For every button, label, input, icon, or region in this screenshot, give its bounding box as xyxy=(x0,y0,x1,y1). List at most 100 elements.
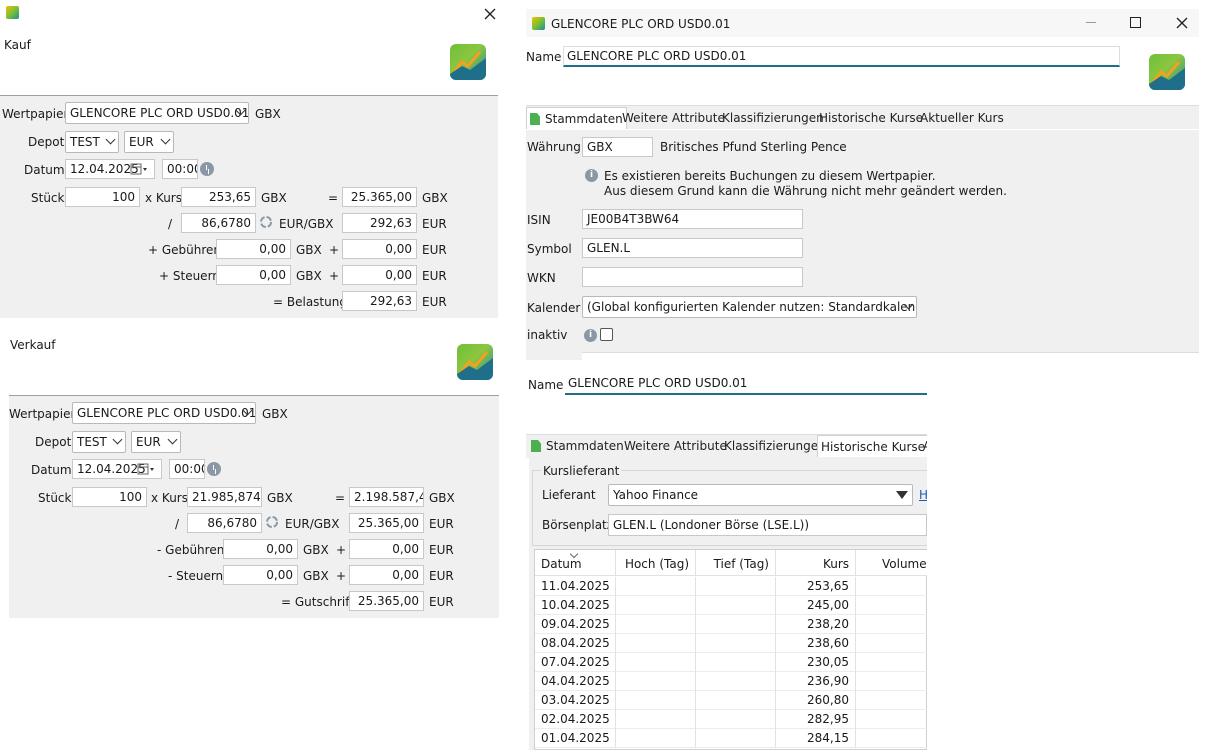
time-input[interactable]: 00:00 xyxy=(169,459,205,479)
result-field[interactable]: 25.365,00 xyxy=(349,591,424,611)
boersenplatz-input[interactable]: GLEN.L (Londoner Börse (LSE.L)) xyxy=(608,514,927,536)
column-header-hoch[interactable]: Hoch (Tag) xyxy=(616,550,696,576)
total-eur-field[interactable]: 25.365,00 xyxy=(349,513,424,533)
stueck-input[interactable]: 100 xyxy=(72,487,147,507)
table-row[interactable]: 03.04.2025 260,80 xyxy=(535,691,927,710)
isin-input[interactable]: JE00B4T3BW64 xyxy=(582,209,803,229)
column-header-datum[interactable]: Datum xyxy=(535,550,616,576)
table-row[interactable]: 10.04.2025 245,00 xyxy=(535,596,927,615)
table-row[interactable]: 09.04.2025 238,20 xyxy=(535,615,927,634)
tax-eur-input[interactable]: 0,00 xyxy=(349,565,424,585)
tax-eur-input[interactable]: 0,00 xyxy=(342,265,417,285)
calendar-icon[interactable] xyxy=(137,461,155,477)
kalender-select[interactable]: (Global konfigurierten Kalender nutzen: … xyxy=(582,296,917,318)
total-eur-value: 292,63 xyxy=(370,216,412,230)
name-input[interactable]: GLENCORE PLC ORD USD0.01 xyxy=(563,46,1120,67)
result-field[interactable]: 292,63 xyxy=(342,291,417,311)
tax-value: 0,00 xyxy=(266,568,293,582)
stueck-value: 100 xyxy=(119,490,142,504)
symbol-input[interactable]: GLEN.L xyxy=(582,238,803,258)
wertpapier-select[interactable]: GLENCORE PLC ORD USD0.01 xyxy=(65,102,249,124)
stueck-input[interactable]: 100 xyxy=(65,187,140,207)
column-header-kurs[interactable]: Kurs xyxy=(776,550,856,576)
fees-input[interactable]: 0,00 xyxy=(223,539,298,559)
wertpapier-label: Wertpapier xyxy=(9,407,76,421)
wertpapier-select[interactable]: GLENCORE PLC ORD USD0.01 xyxy=(72,402,256,424)
cell-volumen xyxy=(856,596,927,615)
table-row[interactable]: 07.04.2025 230,05 xyxy=(535,653,927,672)
tax-input[interactable]: 0,00 xyxy=(216,265,291,285)
table-row[interactable]: 04.04.2025 236,90 xyxy=(535,672,927,691)
lieferant-select[interactable]: Yahoo Finance xyxy=(608,484,913,506)
fx-rate-input[interactable]: 86,6780 xyxy=(187,513,262,533)
depot-select[interactable]: TEST xyxy=(65,131,119,153)
table-row[interactable]: 11.04.2025 253,65 xyxy=(535,577,927,596)
column-header-tief[interactable]: Tief (Tag) xyxy=(696,550,776,576)
depot-currency-select[interactable]: EUR xyxy=(131,431,181,453)
kauf-title: Kauf xyxy=(4,38,31,52)
calendar-icon[interactable] xyxy=(130,161,148,177)
tab-stammdaten[interactable]: Stammdaten xyxy=(526,107,627,129)
fx-rate-value: 86,6780 xyxy=(201,216,251,230)
table-row[interactable]: 08.04.2025 238,60 xyxy=(535,634,927,653)
help-link[interactable]: H xyxy=(919,488,927,502)
clock-icon[interactable] xyxy=(207,462,221,476)
inaktiv-label: inaktiv xyxy=(527,328,568,342)
fees-input[interactable]: 0,00 xyxy=(216,239,291,259)
cell-volumen xyxy=(856,672,927,691)
depot-currency-select[interactable]: EUR xyxy=(124,131,174,153)
name-input[interactable]: GLENCORE PLC ORD USD0.01 xyxy=(565,374,927,395)
tab-label: Historische Kurse xyxy=(821,440,926,454)
cell-hoch xyxy=(616,634,696,653)
inaktiv-checkbox[interactable] xyxy=(600,328,613,341)
name-value: GLENCORE PLC ORD USD0.01 xyxy=(567,49,747,63)
tab-more[interactable]: A xyxy=(920,435,927,457)
tax-input[interactable]: 0,00 xyxy=(223,565,298,585)
tab-weitere-attribute[interactable]: Weitere Attribute xyxy=(621,435,730,457)
tab-aktueller-kurs[interactable]: Aktueller Kurs xyxy=(917,107,1007,129)
fx-rate-input[interactable]: 86,6780 xyxy=(181,213,256,233)
clock-icon[interactable] xyxy=(200,162,214,176)
close-icon[interactable] xyxy=(482,6,498,22)
time-input[interactable]: 00:00 xyxy=(162,159,198,179)
waehrung-label: Währung xyxy=(527,140,581,154)
maximize-icon[interactable] xyxy=(1130,17,1141,28)
tax-eur-value: 0,00 xyxy=(385,268,412,282)
cell-kurs: 282,95 xyxy=(776,710,856,729)
table-row[interactable]: 01.04.2025 284,15 xyxy=(535,729,927,748)
tab-historische-kurse[interactable]: Historische Kurse xyxy=(816,107,926,129)
fees-value: 0,00 xyxy=(259,242,286,256)
cell-hoch xyxy=(616,691,696,710)
column-header-volumen[interactable]: Volumen xyxy=(856,550,927,576)
kurs-input[interactable]: 253,65 xyxy=(181,187,256,207)
total-gbx-field[interactable]: 2.198.587,47 xyxy=(349,487,424,507)
info-line-1: Es existieren bereits Buchungen zu diese… xyxy=(604,169,936,183)
minimize-icon[interactable] xyxy=(1086,22,1096,23)
verkauf-title: Verkauf xyxy=(10,338,56,352)
depot-currency-value: EUR xyxy=(129,135,154,149)
total-eur-field[interactable]: 292,63 xyxy=(342,213,417,233)
tab-historische-kurse[interactable]: Historische Kurse xyxy=(817,435,927,457)
tab-stammdaten[interactable]: Stammdaten xyxy=(528,435,627,457)
close-icon[interactable] xyxy=(1174,15,1190,31)
tab-klassifizierungen[interactable]: Klassifizierungen xyxy=(719,107,827,129)
divide-sign: / xyxy=(175,517,180,531)
total-gbx-currency: GBX xyxy=(422,191,448,205)
refresh-icon[interactable] xyxy=(265,515,279,529)
kurs-input[interactable]: 21.985,8747 xyxy=(187,487,262,507)
header-label: Tief (Tag) xyxy=(713,557,769,571)
cell-kurs: 284,15 xyxy=(776,729,856,748)
tab-klassifizierungen[interactable]: Klassifizierungen xyxy=(721,435,829,457)
title-bar xyxy=(526,9,1199,37)
fees-eur-input[interactable]: 0,00 xyxy=(342,239,417,259)
cell-volumen xyxy=(856,653,927,672)
tab-weitere-attribute[interactable]: Weitere Attribute xyxy=(619,107,728,129)
table-header: Datum Hoch (Tag) Tief (Tag) Kurs Volumen xyxy=(535,549,927,576)
depot-select[interactable]: TEST xyxy=(72,431,126,453)
fees-eur-input[interactable]: 0,00 xyxy=(349,539,424,559)
wkn-input[interactable] xyxy=(582,267,803,287)
refresh-icon[interactable] xyxy=(259,215,273,229)
total-gbx-field[interactable]: 25.365,00 xyxy=(342,187,417,207)
table-row[interactable]: 02.04.2025 282,95 xyxy=(535,710,927,729)
chevron-down-icon xyxy=(167,434,178,445)
